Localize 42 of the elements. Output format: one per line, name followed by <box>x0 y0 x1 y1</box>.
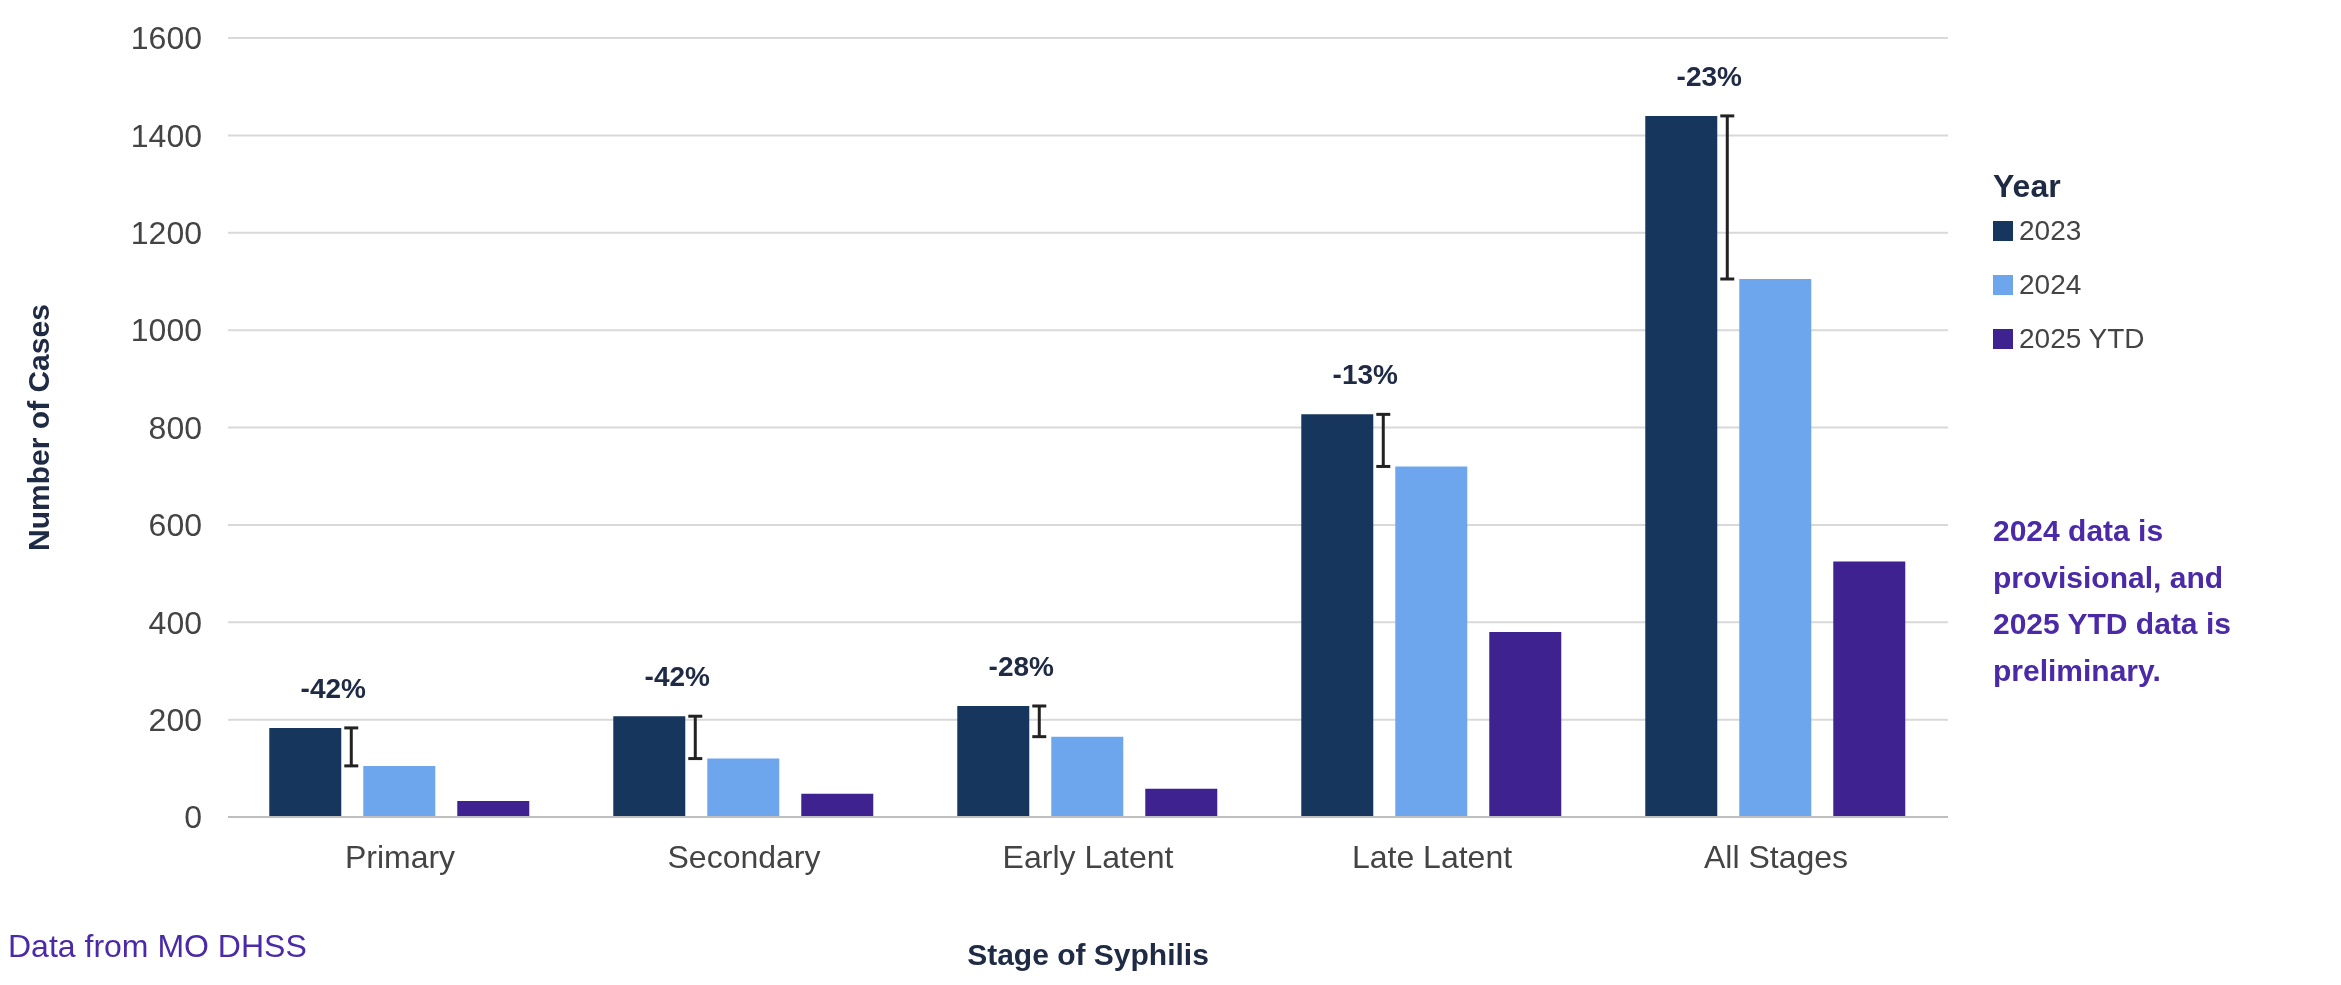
bar <box>363 765 436 817</box>
bar <box>707 758 780 817</box>
x-axis-title: Stage of Syphilis <box>967 938 1209 971</box>
bar <box>1145 788 1218 817</box>
text: Data from MO DHSS <box>8 928 307 965</box>
bar <box>1833 561 1906 817</box>
bar <box>1301 414 1374 817</box>
bar <box>457 800 530 817</box>
annotation: -28% <box>988 650 1055 682</box>
y-tick-label: 1400 <box>130 117 202 154</box>
annotation: -42% <box>300 672 367 704</box>
bar <box>1489 631 1562 817</box>
legend-label: 2025 YTD <box>2018 323 2146 355</box>
y-tick-label: 1600 <box>130 20 202 57</box>
y-tick-label: 1200 <box>130 215 202 252</box>
y-tick-label: 600 <box>148 507 202 544</box>
x-tick-label: All Stages <box>1703 838 1849 875</box>
y-tick-label: 400 <box>148 604 202 641</box>
bar <box>1739 279 1812 817</box>
bar <box>1395 466 1468 817</box>
bar <box>801 793 874 817</box>
annotation: -23% <box>1676 60 1743 92</box>
bar <box>613 716 686 817</box>
x-tick-label: Primary <box>344 838 456 875</box>
legend-label: 2023 <box>2018 215 2083 247</box>
y-tick-label: 200 <box>148 701 202 738</box>
legend-label: 2024 <box>2018 269 2083 301</box>
y-tick-label: 800 <box>148 409 202 446</box>
bar <box>1645 115 1718 817</box>
x-tick-label: Early Latent <box>1002 838 1174 875</box>
annotation: -13% <box>1332 359 1399 391</box>
bar <box>1051 736 1124 817</box>
x-tick-label: Late Latent <box>1351 838 1513 875</box>
y-tick-label: 1000 <box>130 312 202 349</box>
text: 2024 data is provisional, and 2025 YTD data is preliminary. <box>1993 513 2232 689</box>
legend-title: Year <box>1993 168 2062 205</box>
bar <box>957 705 1030 817</box>
y-axis-title: Number of Cases <box>21 304 55 551</box>
y-tick-label: 0 <box>184 799 202 836</box>
x-tick-label: Secondary <box>667 838 821 875</box>
bar <box>269 727 342 817</box>
annotation: -42% <box>644 661 711 693</box>
